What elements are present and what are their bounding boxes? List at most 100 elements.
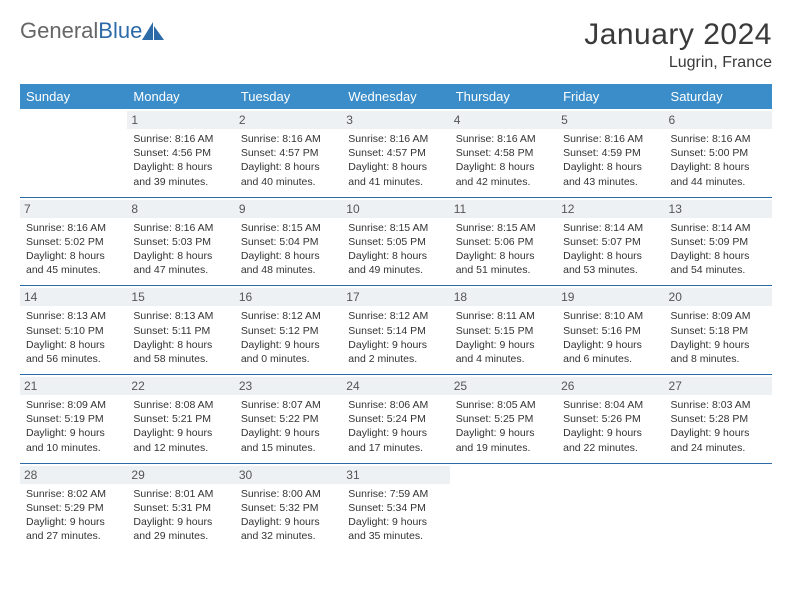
- daylight-text: Daylight: 9 hours: [26, 426, 121, 440]
- daylight-text: Daylight: 8 hours: [26, 338, 121, 352]
- day-number: 7: [20, 200, 127, 218]
- calendar-cell: 16Sunrise: 8:12 AMSunset: 5:12 PMDayligh…: [235, 286, 342, 375]
- sunset-text: Sunset: 5:22 PM: [241, 412, 336, 426]
- sunset-text: Sunset: 4:58 PM: [456, 146, 551, 160]
- daylight-text: Daylight: 9 hours: [456, 338, 551, 352]
- calendar-cell: 2Sunrise: 8:16 AMSunset: 4:57 PMDaylight…: [235, 109, 342, 197]
- daylight-text-2: and 49 minutes.: [348, 263, 443, 277]
- sunset-text: Sunset: 4:59 PM: [563, 146, 658, 160]
- daylight-text-2: and 29 minutes.: [133, 529, 228, 543]
- sunset-text: Sunset: 5:19 PM: [26, 412, 121, 426]
- day-number: 14: [20, 288, 127, 306]
- day-number: 26: [557, 377, 664, 395]
- sunrise-text: Sunrise: 8:09 AM: [671, 309, 766, 323]
- day-number: 31: [342, 466, 449, 484]
- daylight-text: Daylight: 8 hours: [456, 249, 551, 263]
- calendar-cell: 29Sunrise: 8:01 AMSunset: 5:31 PMDayligh…: [127, 463, 234, 551]
- day-number: 4: [450, 111, 557, 129]
- calendar-cell: 24Sunrise: 8:06 AMSunset: 5:24 PMDayligh…: [342, 375, 449, 464]
- weekday-header: Saturday: [665, 84, 772, 109]
- sunrise-text: Sunrise: 8:10 AM: [563, 309, 658, 323]
- daylight-text: Daylight: 8 hours: [671, 249, 766, 263]
- day-details: Sunrise: 8:11 AMSunset: 5:15 PMDaylight:…: [456, 309, 551, 366]
- sunrise-text: Sunrise: 8:16 AM: [241, 132, 336, 146]
- daylight-text: Daylight: 9 hours: [348, 515, 443, 529]
- calendar-cell: 15Sunrise: 8:13 AMSunset: 5:11 PMDayligh…: [127, 286, 234, 375]
- day-number: 27: [665, 377, 772, 395]
- day-details: Sunrise: 8:06 AMSunset: 5:24 PMDaylight:…: [348, 398, 443, 455]
- calendar-cell: 30Sunrise: 8:00 AMSunset: 5:32 PMDayligh…: [235, 463, 342, 551]
- day-details: Sunrise: 8:16 AMSunset: 4:59 PMDaylight:…: [563, 132, 658, 189]
- sunrise-text: Sunrise: 7:59 AM: [348, 487, 443, 501]
- sunrise-text: Sunrise: 8:15 AM: [241, 221, 336, 235]
- daylight-text-2: and 19 minutes.: [456, 441, 551, 455]
- daylight-text: Daylight: 9 hours: [26, 515, 121, 529]
- weekday-header-row: SundayMondayTuesdayWednesdayThursdayFrid…: [20, 84, 772, 109]
- day-number: 25: [450, 377, 557, 395]
- day-details: Sunrise: 8:01 AMSunset: 5:31 PMDaylight:…: [133, 487, 228, 544]
- calendar-cell: 22Sunrise: 8:08 AMSunset: 5:21 PMDayligh…: [127, 375, 234, 464]
- daylight-text-2: and 40 minutes.: [241, 175, 336, 189]
- calendar-cell: 31 Sunrise: 7:59 AMSunset: 5:34 PMDayligh…: [342, 463, 449, 551]
- sunrise-text: Sunrise: 8:05 AM: [456, 398, 551, 412]
- daylight-text: Daylight: 9 hours: [671, 426, 766, 440]
- day-details: Sunrise: 8:12 AMSunset: 5:12 PMDaylight:…: [241, 309, 336, 366]
- sunset-text: Sunset: 5:16 PM: [563, 324, 658, 338]
- day-details: Sunrise: 8:14 AMSunset: 5:07 PMDaylight:…: [563, 221, 658, 278]
- day-details: Sunrise: 8:02 AMSunset: 5:29 PMDaylight:…: [26, 487, 121, 544]
- month-title: January 2024: [584, 18, 772, 52]
- sunset-text: Sunset: 5:07 PM: [563, 235, 658, 249]
- calendar-cell: 21 Sunrise: 8:09 AMSunset: 5:19 PMDayligh…: [20, 375, 127, 464]
- day-number: 21: [20, 377, 127, 395]
- day-number: 11: [450, 200, 557, 218]
- sunset-text: Sunset: 5:05 PM: [348, 235, 443, 249]
- sunrise-text: Sunrise: 8:09 AM: [26, 398, 121, 412]
- sunrise-text: Sunrise: 8:16 AM: [671, 132, 766, 146]
- daylight-text: Daylight: 8 hours: [563, 160, 658, 174]
- daylight-text-2: and 35 minutes.: [348, 529, 443, 543]
- sunrise-text: Sunrise: 8:14 AM: [671, 221, 766, 235]
- calendar-cell: 25Sunrise: 8:05 AMSunset: 5:25 PMDayligh…: [450, 375, 557, 464]
- calendar-cell: [557, 463, 664, 551]
- sunrise-text: Sunrise: 8:13 AM: [133, 309, 228, 323]
- logo: GeneralBlue: [20, 18, 164, 44]
- sunrise-text: Sunrise: 8:01 AM: [133, 487, 228, 501]
- day-details: Sunrise: 8:08 AMSunset: 5:21 PMDaylight:…: [133, 398, 228, 455]
- calendar-cell: 1Sunrise: 8:16 AMSunset: 4:56 PMDaylight…: [127, 109, 234, 197]
- sunrise-text: Sunrise: 8:15 AM: [456, 221, 551, 235]
- day-number: 6: [665, 111, 772, 129]
- sunrise-text: Sunrise: 8:04 AM: [563, 398, 658, 412]
- daylight-text: Daylight: 8 hours: [348, 160, 443, 174]
- daylight-text: Daylight: 8 hours: [133, 160, 228, 174]
- sunset-text: Sunset: 5:18 PM: [671, 324, 766, 338]
- day-number: 18: [450, 288, 557, 306]
- sunset-text: Sunset: 5:15 PM: [456, 324, 551, 338]
- sunset-text: Sunset: 5:04 PM: [241, 235, 336, 249]
- calendar-cell: 13Sunrise: 8:14 AMSunset: 5:09 PMDayligh…: [665, 197, 772, 286]
- daylight-text-2: and 44 minutes.: [671, 175, 766, 189]
- daylight-text-2: and 58 minutes.: [133, 352, 228, 366]
- daylight-text-2: and 12 minutes.: [133, 441, 228, 455]
- sunset-text: Sunset: 5:34 PM: [348, 501, 443, 515]
- daylight-text: Daylight: 9 hours: [241, 515, 336, 529]
- calendar-cell: 26Sunrise: 8:04 AMSunset: 5:26 PMDayligh…: [557, 375, 664, 464]
- calendar-week-row: 7 Sunrise: 8:16 AMSunset: 5:02 PMDaylight…: [20, 197, 772, 286]
- sunset-text: Sunset: 5:06 PM: [456, 235, 551, 249]
- sail-icon: [142, 22, 164, 40]
- calendar-cell: [20, 109, 127, 197]
- daylight-text: Daylight: 8 hours: [241, 249, 336, 263]
- day-details: Sunrise: 8:16 AMSunset: 4:56 PMDaylight:…: [133, 132, 228, 189]
- calendar-cell: 5Sunrise: 8:16 AMSunset: 4:59 PMDaylight…: [557, 109, 664, 197]
- daylight-text-2: and 2 minutes.: [348, 352, 443, 366]
- logo-word2: Blue: [98, 18, 142, 43]
- daylight-text-2: and 41 minutes.: [348, 175, 443, 189]
- day-details: Sunrise: 8:16 AMSunset: 4:58 PMDaylight:…: [456, 132, 551, 189]
- day-number: 10: [342, 200, 449, 218]
- day-details: Sunrise: 8:16 AMSunset: 5:02 PMDaylight:…: [26, 221, 121, 278]
- sunset-text: Sunset: 5:21 PM: [133, 412, 228, 426]
- sunrise-text: Sunrise: 8:03 AM: [671, 398, 766, 412]
- calendar-cell: 10Sunrise: 8:15 AMSunset: 5:05 PMDayligh…: [342, 197, 449, 286]
- daylight-text: Daylight: 9 hours: [671, 338, 766, 352]
- day-details: Sunrise: 8:09 AMSunset: 5:19 PMDaylight:…: [26, 398, 121, 455]
- daylight-text: Daylight: 9 hours: [348, 338, 443, 352]
